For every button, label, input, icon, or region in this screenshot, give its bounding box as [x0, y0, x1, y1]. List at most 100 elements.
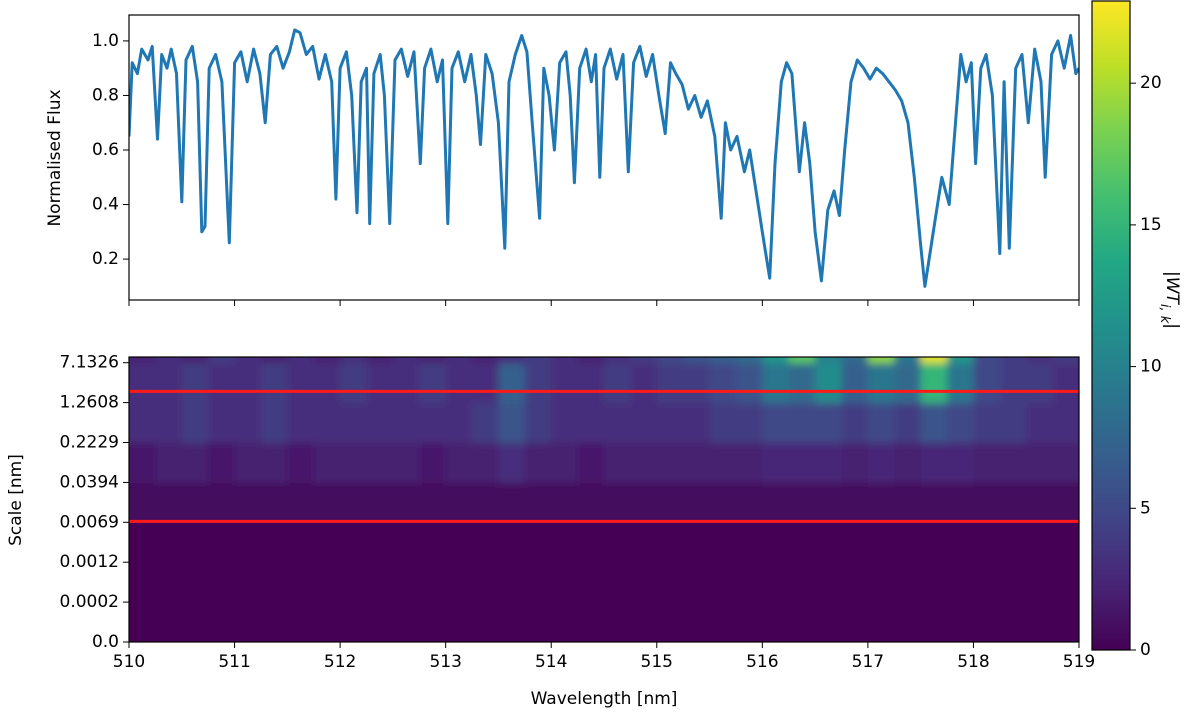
heatmap-cell	[234, 357, 262, 364]
heatmap-cell	[155, 402, 183, 444]
heatmap-cell	[630, 602, 658, 642]
heatmap-cell	[419, 482, 447, 523]
heatmap-cell	[894, 357, 922, 364]
heatmap-cell	[815, 357, 843, 364]
heatmap-cell	[1026, 362, 1054, 404]
heatmap-cell	[894, 602, 922, 642]
heatmap-cell	[551, 362, 579, 404]
y-tick-label: 0.2	[92, 249, 119, 269]
heatmap-cell	[735, 357, 763, 364]
heatmap-cell	[1052, 522, 1079, 563]
heatmap-cell	[683, 362, 711, 404]
heatmap-cell	[1052, 482, 1079, 523]
heatmap-cell	[498, 442, 526, 483]
plot-frame	[128, 14, 1080, 301]
heatmap-cell	[524, 562, 552, 603]
plot-frame	[128, 356, 1080, 643]
heatmap-cell	[577, 402, 605, 444]
heatmap-cell	[867, 562, 895, 603]
heatmap-cell	[208, 602, 236, 642]
y-tick-label: 1.2608	[60, 393, 119, 413]
heatmap-cell	[498, 402, 526, 444]
heatmap-cell	[1026, 482, 1054, 523]
heatmap-cell	[445, 362, 473, 404]
heatmap-cell	[392, 357, 420, 364]
heatmap-cell	[181, 362, 209, 404]
heatmap-cell	[709, 562, 737, 603]
heatmap-cell	[762, 602, 790, 642]
heatmap-cell	[788, 357, 816, 364]
heatmap-cell	[683, 522, 711, 563]
heatmap-cell	[656, 522, 684, 563]
heatmap-cell	[287, 442, 315, 483]
heatmap-cell	[208, 522, 236, 563]
heatmap-cell	[498, 522, 526, 563]
heatmap-cell	[841, 602, 869, 642]
heatmap-cell	[524, 482, 552, 523]
heatmap-cell	[392, 442, 420, 483]
heatmap-cell	[630, 442, 658, 483]
heatmap-cell	[498, 362, 526, 404]
heatmap-cell	[841, 562, 869, 603]
colorbar-label-part: i, k	[1157, 304, 1172, 324]
heatmap-cell	[129, 482, 156, 523]
heatmap-cell	[630, 482, 658, 523]
heatmap-cell	[894, 442, 922, 483]
heatmap-cell	[181, 402, 209, 444]
colorbar-tick-label: 10	[1140, 357, 1162, 377]
heatmap-cell	[999, 482, 1027, 523]
heatmap-cell	[999, 522, 1027, 563]
heatmap-cell	[815, 442, 843, 483]
heatmap-cell	[181, 602, 209, 642]
heatmap-cell	[947, 562, 975, 603]
heatmap-cell	[498, 562, 526, 603]
heatmap-cell	[524, 402, 552, 444]
heatmap-cell	[313, 357, 341, 364]
heatmap-cell	[340, 402, 368, 444]
colorbar-label-part: |	[1162, 323, 1182, 329]
heatmap-cell	[604, 482, 631, 523]
heatmap-cell	[683, 402, 711, 444]
heatmap-cell	[1026, 562, 1054, 603]
heatmap-cell	[472, 562, 500, 603]
colorbar-tick-label: 5	[1140, 498, 1151, 518]
heatmap-cell	[181, 442, 209, 483]
heatmap-cell	[551, 482, 579, 523]
heatmap-cell	[366, 402, 394, 444]
heatmap-cell	[735, 442, 763, 483]
colorbar-tick-label: 0	[1140, 640, 1151, 660]
heatmap-cell	[155, 442, 183, 483]
heatmap-cell	[313, 522, 341, 563]
heatmap-cell	[630, 402, 658, 444]
heatmap-cell	[920, 562, 948, 603]
heatmap-cell	[867, 482, 895, 523]
heatmap-cell	[445, 602, 473, 642]
heatmap-cell	[841, 402, 869, 444]
heatmap-cell	[683, 482, 711, 523]
heatmap-cell	[920, 482, 948, 523]
y-tick-label: 0.0069	[60, 512, 119, 532]
heatmap-cell	[498, 482, 526, 523]
heatmap-cell	[366, 522, 394, 563]
heatmap-cell	[973, 482, 1001, 523]
heatmap-cell	[551, 442, 579, 483]
y-tick-label: 7.1326	[60, 353, 119, 373]
heatmap-cell	[788, 522, 816, 563]
heatmap-cell	[894, 362, 922, 404]
heatmap-cell	[287, 402, 315, 444]
x-tick-label: 513	[429, 652, 461, 672]
heatmap-cell	[683, 562, 711, 603]
heatmap-cell	[709, 442, 737, 483]
heatmap-cell	[630, 362, 658, 404]
heatmap-cell	[973, 602, 1001, 642]
x-tick-label: 519	[1063, 652, 1095, 672]
heatmap-cell	[366, 482, 394, 523]
heatmap-cell	[181, 562, 209, 603]
heatmap-cell	[1026, 602, 1054, 642]
heatmap-cell	[313, 482, 341, 523]
heatmap-cell	[208, 482, 236, 523]
heatmap-cell	[208, 442, 236, 483]
heatmap-cell	[788, 442, 816, 483]
heatmap-cell	[313, 402, 341, 444]
heatmap-cell	[234, 522, 262, 563]
